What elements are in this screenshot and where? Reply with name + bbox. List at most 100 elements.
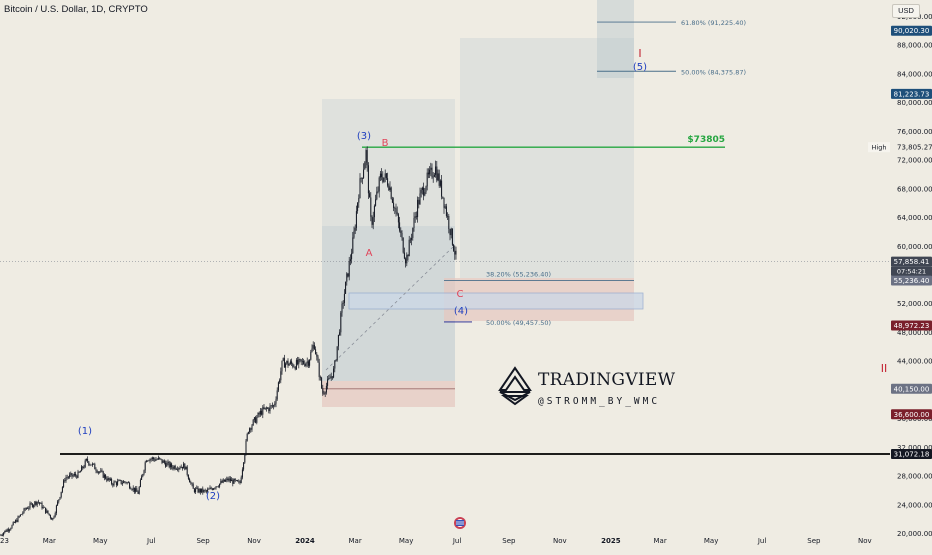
candle-body (250, 428, 252, 430)
candle-body (148, 460, 150, 462)
candle-body (124, 481, 126, 483)
candle-body (238, 481, 240, 482)
high-tag-label: High (872, 144, 887, 152)
candle-body (343, 293, 345, 304)
loss-zone-box (322, 381, 455, 407)
candle-body (0, 534, 1, 536)
candle-body (328, 378, 330, 380)
fib-label: 50.00% (84,375.87) (681, 68, 746, 76)
candle-body (5, 530, 7, 532)
candle-body (370, 197, 372, 217)
candle-body (383, 177, 385, 182)
candle-body (100, 470, 102, 472)
candle-body (268, 408, 270, 412)
candle-body (227, 478, 229, 481)
candle-body (137, 491, 139, 494)
abc-wave-label: C (457, 289, 464, 300)
x-tick-label: May (93, 537, 107, 545)
candle-body (441, 180, 443, 197)
price-scale-pill[interactable] (891, 320, 932, 331)
candle-body (232, 479, 234, 484)
candle-body (402, 237, 404, 253)
price-scale-pill[interactable] (891, 409, 932, 420)
candle-body (409, 239, 411, 241)
candle-body (430, 167, 432, 170)
candle-body (28, 507, 30, 509)
candle-body (411, 237, 413, 240)
candle-body (191, 482, 193, 485)
candles (0, 146, 457, 537)
price-scale-pill[interactable] (891, 448, 932, 459)
candle-body (3, 532, 5, 536)
price-scale-pill[interactable] (891, 275, 932, 286)
candle-body (99, 471, 101, 473)
price-scale-pill[interactable] (891, 256, 932, 267)
candle-body (159, 457, 161, 459)
candle-body (43, 507, 45, 508)
candle-body (342, 303, 344, 304)
x-tick-label: 23 (0, 537, 9, 545)
fib-label: 50.00% (49,457.50) (486, 319, 551, 327)
price-scale-pill-label: 55,236.40 (894, 277, 930, 285)
watermark-brand: TRADINGVIEW (538, 370, 676, 390)
currency-button[interactable]: USD (892, 4, 920, 18)
candle-body (449, 229, 451, 236)
candle-body (77, 471, 79, 478)
degree-wave-label: I (638, 47, 641, 60)
candle-body (126, 482, 128, 483)
candle-body (367, 165, 369, 194)
candle-body (347, 273, 349, 277)
candle-body (179, 467, 181, 469)
y-tick-label: 52,000.00 (897, 300, 932, 308)
candle-body (169, 463, 171, 468)
candle-body (417, 199, 419, 218)
candle-body (203, 489, 205, 493)
candle-body (406, 255, 408, 264)
price-scale-pill-label: 81,223.73 (894, 90, 930, 98)
candle-body (366, 150, 368, 166)
tradingview-logo-icon (498, 366, 532, 406)
candle-body (294, 366, 296, 370)
candle-body (187, 474, 189, 479)
candle-body (15, 520, 17, 523)
candle-body (431, 167, 433, 178)
candle-body (364, 162, 366, 170)
candle-body (378, 177, 380, 192)
elliott-wave-label: (2) (206, 491, 220, 502)
candle-body (324, 392, 326, 394)
candle-body (297, 359, 299, 365)
candle-body (21, 514, 23, 515)
candle-body (447, 215, 449, 217)
candle-body (130, 488, 132, 490)
candle-body (357, 202, 359, 212)
candle-body (107, 477, 109, 481)
x-tick-label: Sep (502, 537, 516, 545)
candle-body (45, 507, 47, 513)
y-tick-label: 32,000.00 (897, 444, 932, 452)
candle-body (105, 474, 107, 479)
candle-body (226, 478, 228, 481)
candle-body (145, 460, 147, 463)
price-scale-pill[interactable] (891, 88, 932, 99)
candle-body (336, 346, 338, 361)
candle-body (437, 173, 439, 181)
candle-body (125, 482, 127, 483)
elliott-wave-label: (4) (454, 306, 468, 317)
candle-body (113, 481, 115, 486)
candle-body (401, 233, 403, 238)
price-scale-pill[interactable] (891, 25, 932, 36)
candle-body (389, 187, 391, 190)
price-scale-pill[interactable] (891, 383, 932, 394)
candle-body (184, 463, 186, 470)
candle-body (414, 216, 416, 219)
candle-body (325, 385, 327, 393)
candle-body (375, 199, 377, 206)
candle-body (319, 377, 321, 378)
candle-body (298, 359, 300, 365)
y-tick-label: 44,000.00 (897, 358, 932, 366)
chart-title: Bitcoin / U.S. Dollar, 1D, CRYPTO (4, 4, 148, 15)
candle-body (345, 281, 347, 294)
candle-body (153, 457, 155, 460)
